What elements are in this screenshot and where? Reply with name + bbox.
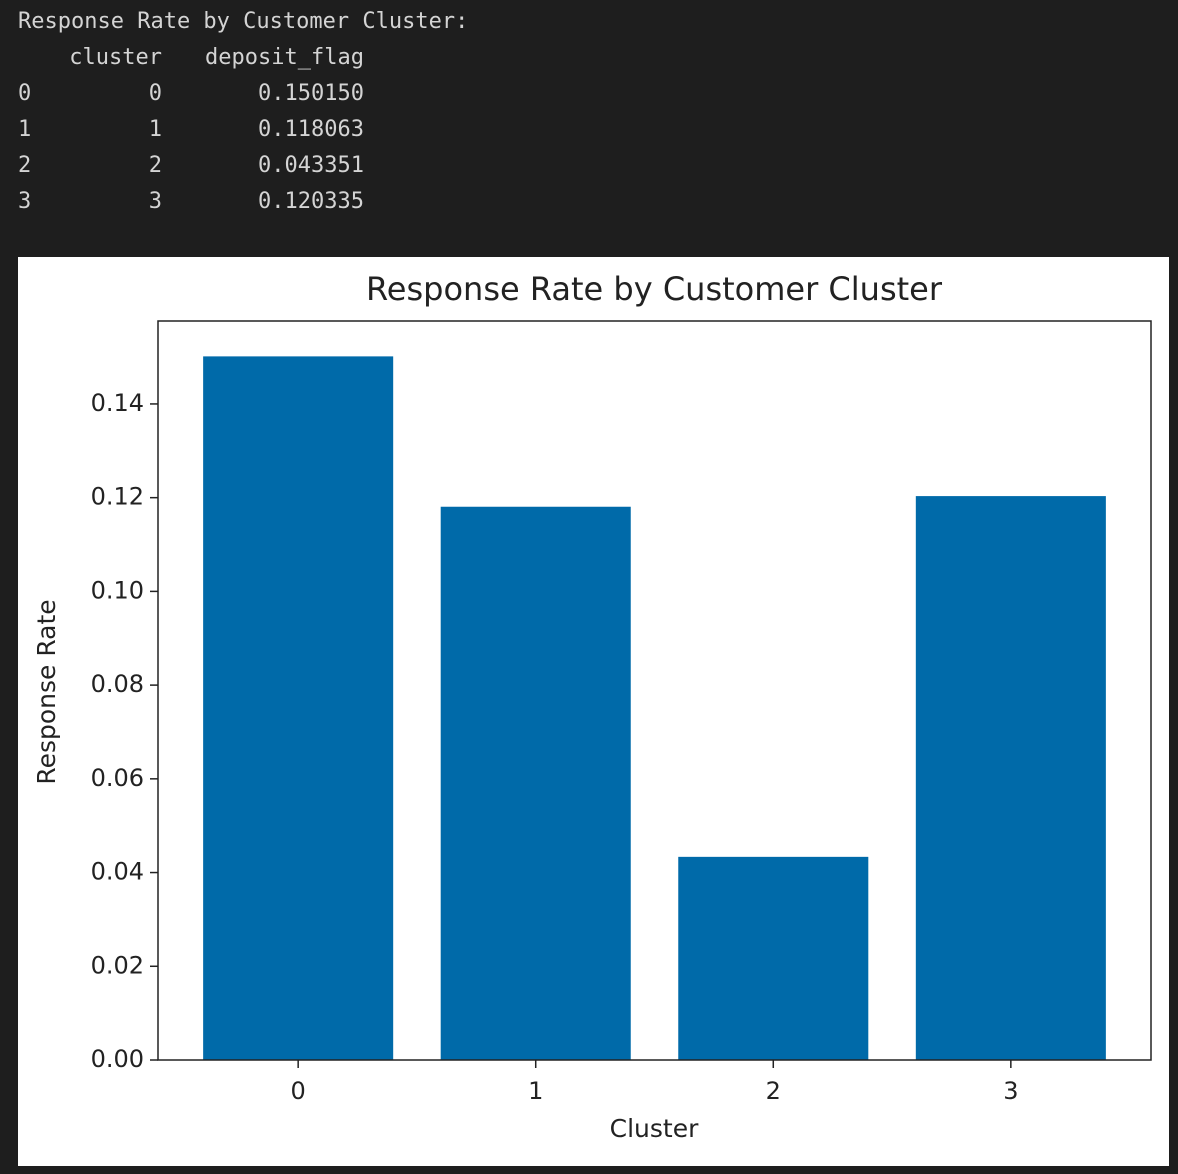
output-heading: Response Rate by Customer Cluster: <box>18 9 468 34</box>
table-cell: 0.118063 <box>258 117 364 142</box>
plot-frame <box>157 320 1152 1061</box>
y-tick-label: 0.04 <box>91 858 144 886</box>
bar <box>440 506 631 1060</box>
x-tick-label: 3 <box>1003 1077 1018 1105</box>
table-cell: 1 <box>149 117 162 142</box>
row-index: 2 <box>18 153 31 178</box>
y-tick-label: 0.02 <box>91 951 144 979</box>
column-header: deposit_flag <box>205 45 364 70</box>
table-cell: 0 <box>149 81 162 106</box>
y-tick-label: 0.12 <box>91 483 144 511</box>
table-cell: 0.043351 <box>258 153 364 178</box>
y-tick-label: 0.00 <box>91 1045 144 1073</box>
row-index: 3 <box>18 189 31 214</box>
bar <box>678 856 869 1060</box>
y-axis-label: Response Rate <box>32 599 61 784</box>
y-tick-label: 0.08 <box>91 670 144 698</box>
x-tick-label: 1 <box>528 1077 543 1105</box>
table-cell: 2 <box>149 153 162 178</box>
y-tick-label: 0.10 <box>91 576 144 604</box>
y-tick-label: 0.06 <box>91 764 144 792</box>
x-axis-label: Cluster <box>610 1114 699 1143</box>
y-tick-label: 0.14 <box>91 389 144 417</box>
table-cell: 0.150150 <box>258 81 364 106</box>
x-tick-label: 2 <box>766 1077 781 1105</box>
x-tick-label: 0 <box>291 1077 306 1105</box>
row-index: 1 <box>18 117 31 142</box>
row-index: 0 <box>18 81 31 106</box>
chart-title: Response Rate by Customer Cluster <box>366 270 943 308</box>
table-cell: 0.120335 <box>258 189 364 214</box>
bar <box>203 356 394 1061</box>
bar <box>915 496 1106 1060</box>
column-header: cluster <box>69 45 162 70</box>
table-cell: 3 <box>149 189 162 214</box>
